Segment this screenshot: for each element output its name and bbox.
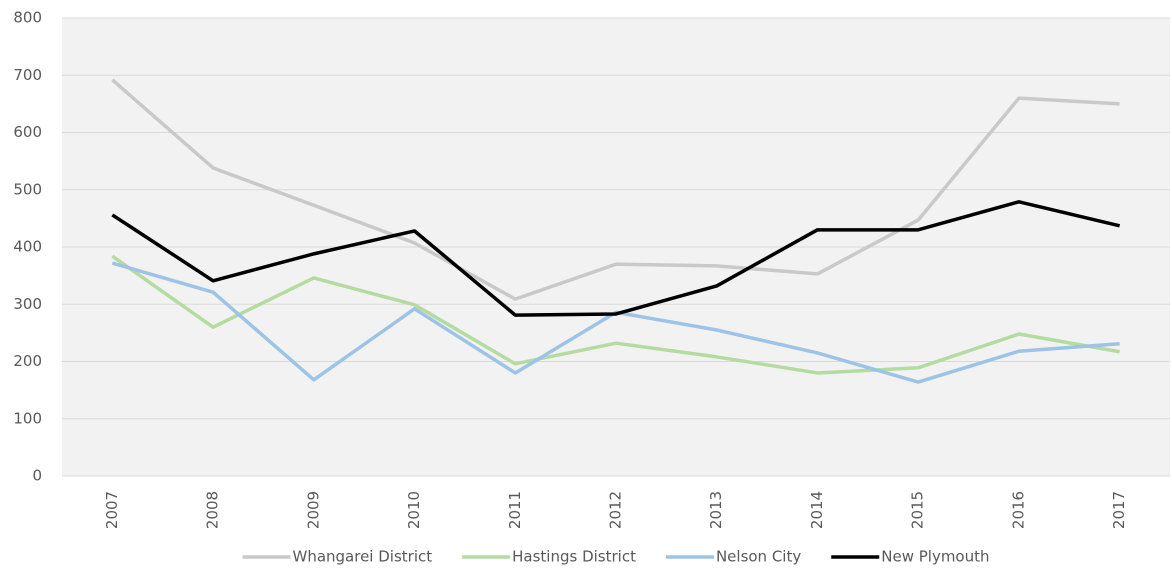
y-tick-label: 800 [13,9,42,27]
x-tick-label: 2016 [1009,491,1027,529]
y-tick-label: 200 [13,352,42,370]
series-line [111,200,1121,317]
x-tick-label: 2017 [1110,491,1128,529]
y-tick-label: 500 [13,180,42,198]
y-tick-label: 100 [13,409,42,427]
x-tick-label: 2007 [103,491,121,529]
series-line [111,254,1120,375]
y-tick-label: 400 [13,238,42,256]
x-tick-label: 2009 [304,491,322,529]
legend-label: Hastings District [512,548,636,566]
y-tick-label: 0 [32,467,42,485]
x-tick-label: 2013 [707,491,725,529]
x-tick-label: 2008 [204,491,222,529]
legend-label: Nelson City [716,548,801,566]
y-tick-label: 700 [13,66,42,84]
x-tick-label: 2010 [405,491,423,529]
x-tick-label: 2011 [506,491,524,529]
legend-label: Whangarei District [292,548,432,566]
legend-label: New Plymouth [881,548,989,566]
y-tick-label: 300 [13,295,42,313]
x-tick-label: 2012 [607,491,625,529]
y-tick-label: 600 [13,123,42,141]
series-line [111,78,1120,301]
x-tick-label: 2014 [808,491,826,529]
x-tick-label: 2015 [909,491,927,529]
